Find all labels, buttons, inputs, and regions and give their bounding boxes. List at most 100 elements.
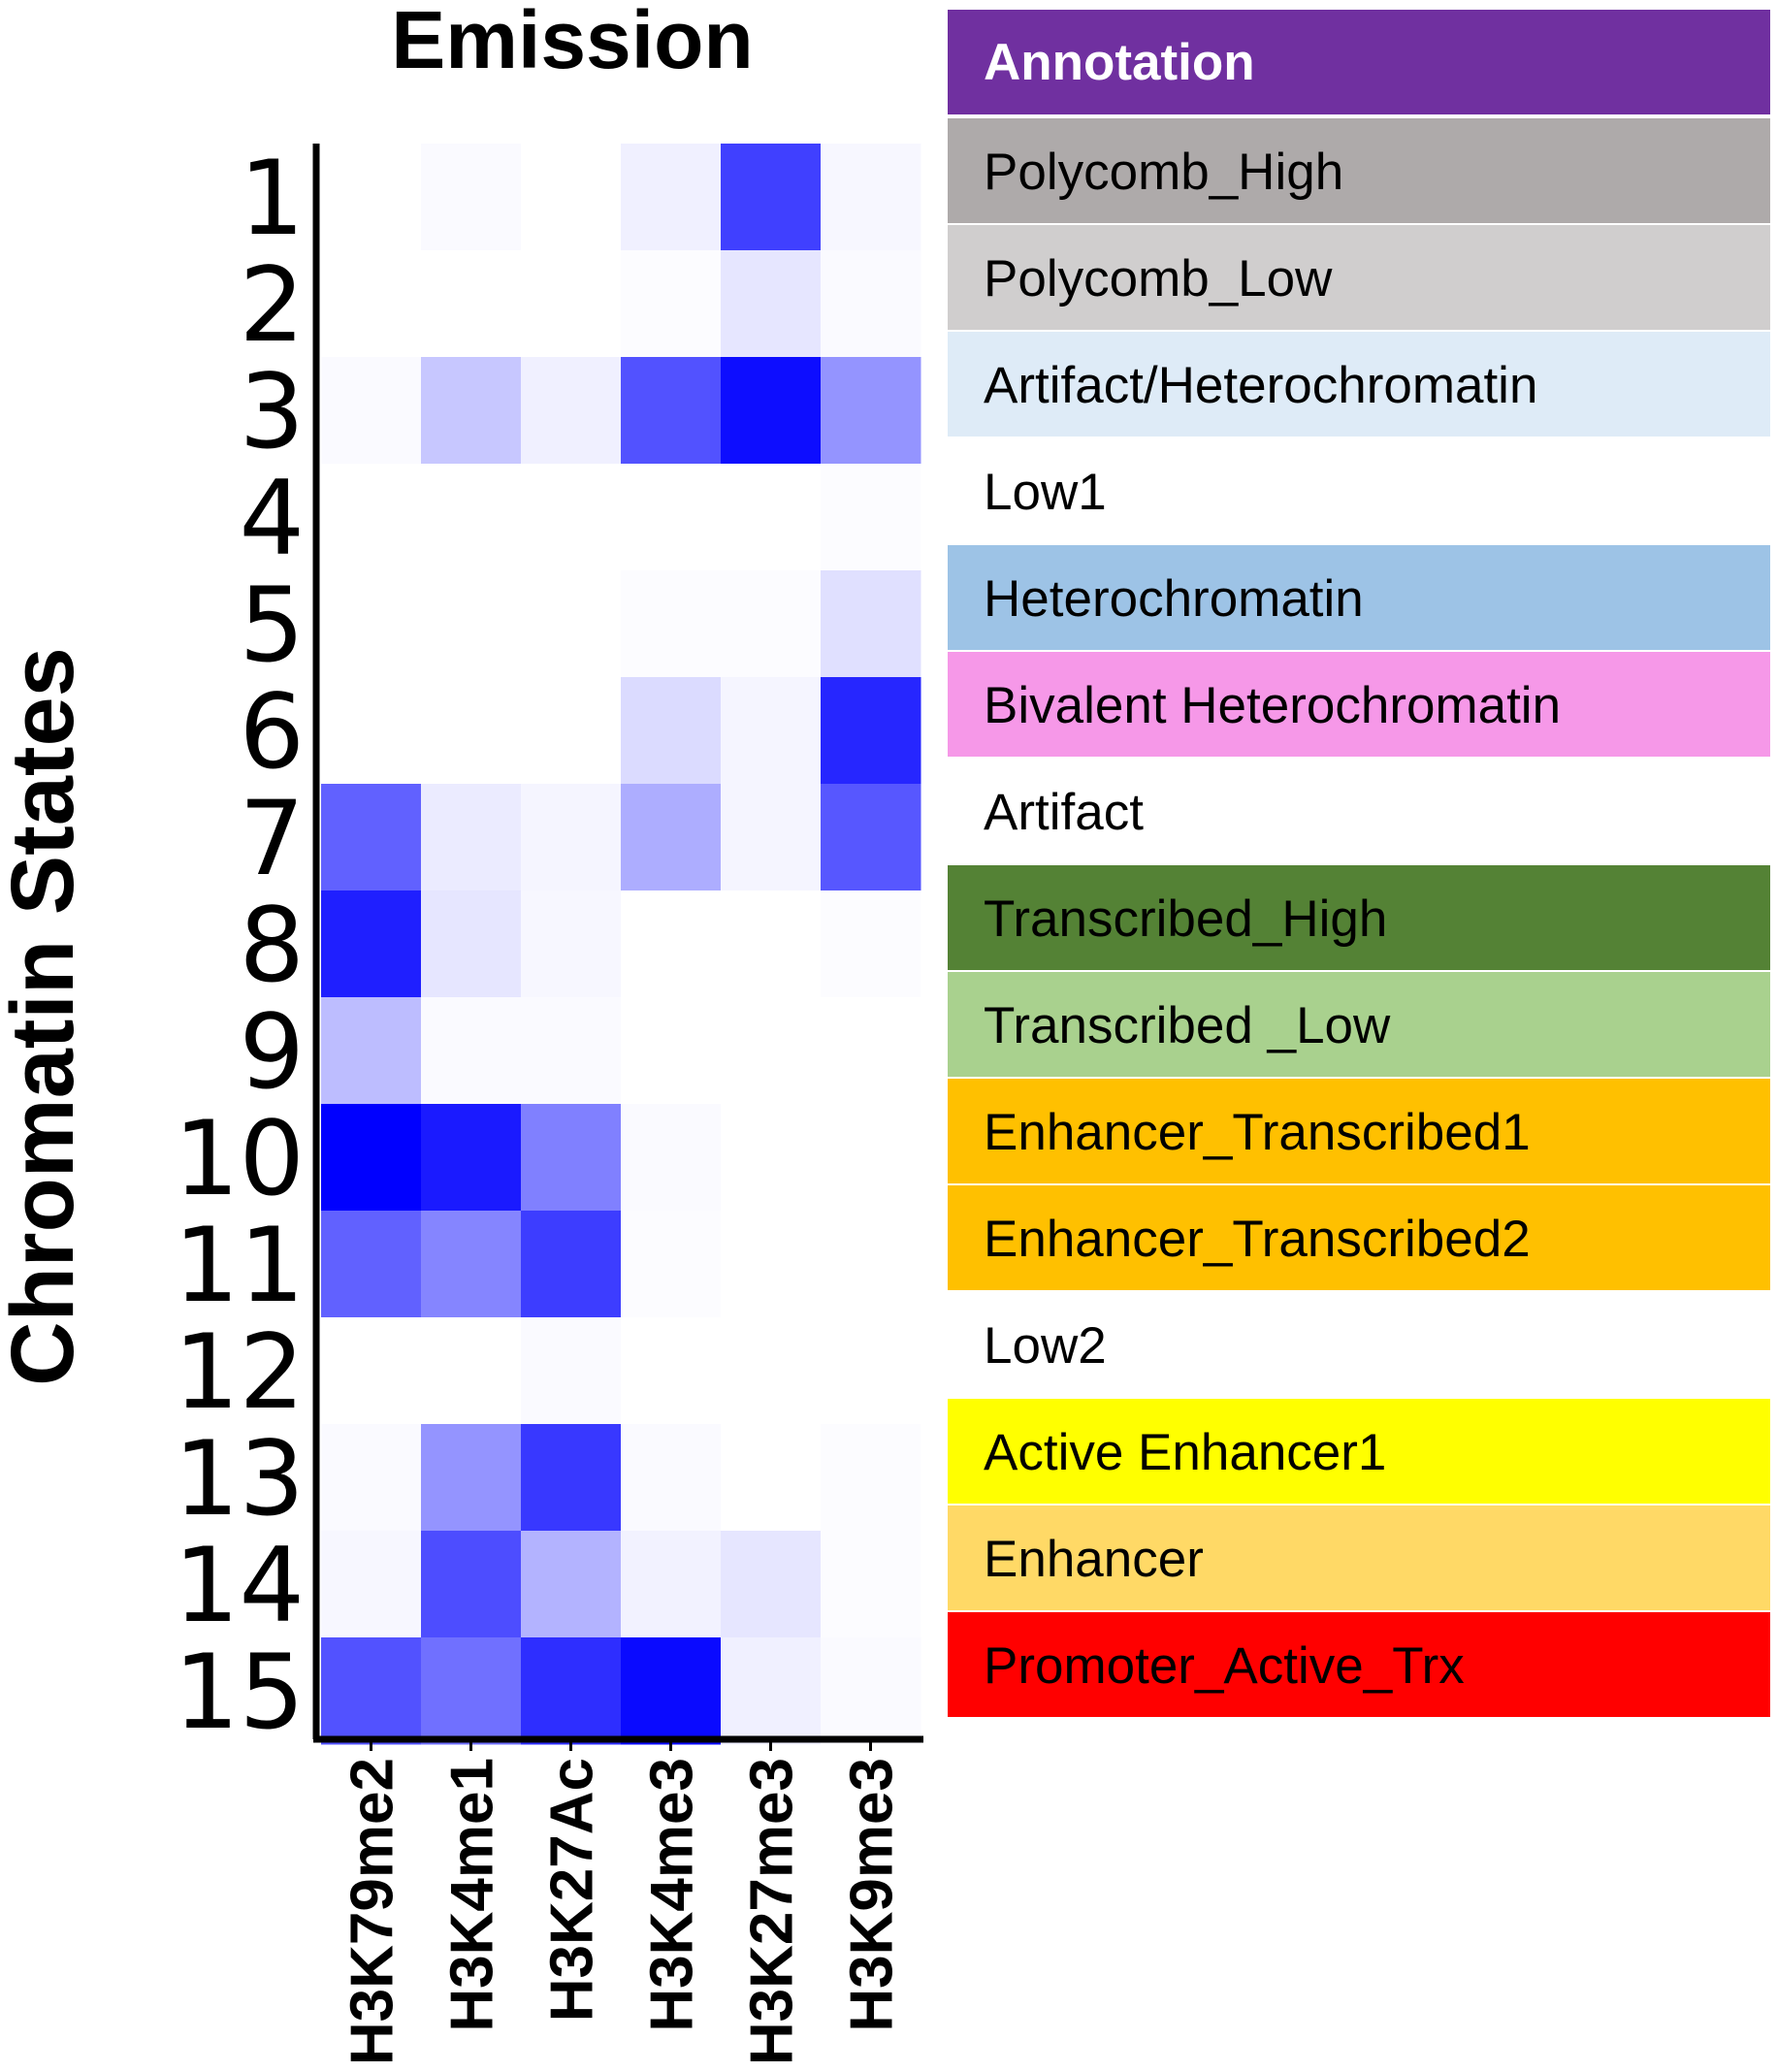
x-tick-label-H3K27Ac: H3K27Ac — [539, 1758, 606, 2022]
y-tick-label-6: 6 — [240, 672, 305, 792]
heatmap-cell-7-H3K79me2 — [321, 784, 422, 891]
heatmap-cell-5-H3K79me2 — [321, 570, 422, 678]
heatmap-cell-15-H3K4me3 — [621, 1637, 722, 1745]
x-tick-label-H3K4me1: H3K4me1 — [439, 1758, 506, 2032]
y-tick-label-11: 11 — [174, 1206, 305, 1325]
heatmap-cell-15-H3K79me2 — [321, 1637, 422, 1745]
heatmap-cell-14-H3K4me1 — [421, 1531, 522, 1638]
heatmap-cell-6-H3K27Ac — [521, 677, 622, 785]
annotation-swatch-13 — [948, 1399, 1770, 1504]
y-tick-label-7: 7 — [240, 779, 305, 898]
heatmap-cell-12-H3K4me3 — [621, 1317, 722, 1425]
heatmap-cell-8-H3K27Ac — [521, 890, 622, 998]
annotation-header-box — [948, 10, 1770, 114]
heatmap-cell-5-H3K9me3 — [821, 570, 921, 678]
heatmap-cell-5-H3K27Ac — [521, 570, 622, 678]
annotation-rows: Polycomb_High Polycomb_Low Artifact/Hetero… — [948, 118, 1770, 1717]
heatmap-cell-1-H3K4me3 — [621, 144, 722, 251]
annotation-swatch-1 — [948, 118, 1770, 223]
heatmap-cell-13-H3K4me3 — [621, 1424, 722, 1532]
heatmap-cell-11-H3K79me2 — [321, 1211, 422, 1318]
annotation-label-7: Artifact — [984, 784, 1144, 841]
heatmap-cell-15-H3K4me1 — [421, 1637, 522, 1745]
annotation-swatch-15 — [948, 1612, 1770, 1717]
heatmap-cell-9-H3K79me2 — [321, 997, 422, 1105]
x-tick-labels: H3K79me2 H3K4me1 H3K27Ac H3K4me3 H3K27me3 H3K… — [339, 1739, 906, 2065]
y-tick-label-14: 14 — [174, 1526, 305, 1645]
axes — [312, 144, 923, 1743]
heatmap-cell-8-H3K4me3 — [621, 890, 722, 998]
heatmap-cell-12-H3K4me1 — [421, 1317, 522, 1425]
heatmap-cell-4-H3K27me3 — [721, 464, 822, 571]
heatmap-cell-4-H3K79me2 — [321, 464, 422, 571]
annotation-header: Annotation — [984, 34, 1255, 91]
heatmap-cell-2-H3K4me3 — [621, 250, 722, 358]
y-tick-label-4: 4 — [240, 459, 305, 578]
heatmap-cell-15-H3K27Ac — [521, 1637, 622, 1745]
x-tick-label-H3K79me2: H3K79me2 — [339, 1758, 406, 2065]
annotation-label-6: Bivalent Heterochromatin — [984, 677, 1561, 734]
heatmap-cell-11-H3K4me3 — [621, 1211, 722, 1318]
x-tick-label-H3K9me3: H3K9me3 — [839, 1758, 906, 2032]
heatmap-cell-3-H3K9me3 — [821, 357, 921, 465]
heatmap-cell-10-H3K4me3 — [621, 1104, 722, 1212]
heatmap-cell-5-H3K27me3 — [721, 570, 822, 678]
heatmap-cell-2-H3K27Ac — [521, 250, 622, 358]
heatmap-cell-13-H3K4me1 — [421, 1424, 522, 1532]
annotation-label-11: Enhancer_Transcribed2 — [984, 1211, 1531, 1268]
heatmap-cell-4-H3K27Ac — [521, 464, 622, 571]
heatmap-cell-11-H3K27me3 — [721, 1211, 822, 1318]
heatmap-cell-9-H3K27Ac — [521, 997, 622, 1105]
heatmap-cell-2-H3K27me3 — [721, 250, 822, 358]
heatmap-cell-6-H3K4me1 — [421, 677, 522, 785]
annotation-label-2: Polycomb_Low — [984, 250, 1333, 308]
heatmap-cell-13-H3K79me2 — [321, 1424, 422, 1532]
heatmap-cell-11-H3K4me1 — [421, 1211, 522, 1318]
heatmap-cell-2-H3K79me2 — [321, 250, 422, 358]
heatmap-cell-14-H3K9me3 — [821, 1531, 921, 1638]
heatmap-cell-1-H3K4me1 — [421, 144, 522, 251]
annotation-label-13: Active Enhancer1 — [984, 1424, 1386, 1481]
y-tick-label-8: 8 — [240, 886, 305, 1005]
heatmap-cell-6-H3K4me3 — [621, 677, 722, 785]
x-tick-label-H3K4me3: H3K4me3 — [639, 1758, 706, 2032]
heatmap-cell-6-H3K27me3 — [721, 677, 822, 785]
annotation-swatch-3 — [948, 332, 1770, 437]
heatmap-cell-8-H3K9me3 — [821, 890, 921, 998]
heatmap-cell-15-H3K9me3 — [821, 1637, 921, 1745]
x-tick-label-H3K27me3: H3K27me3 — [739, 1758, 806, 2065]
heatmap-cell-4-H3K4me1 — [421, 464, 522, 571]
heatmap-cell-10-H3K27Ac — [521, 1104, 622, 1212]
annotation-swatch-7 — [948, 759, 1770, 863]
y-tick-label-10: 10 — [174, 1099, 305, 1218]
heatmap-cell-6-H3K9me3 — [821, 677, 921, 785]
heatmap-cell-6-H3K79me2 — [321, 677, 422, 785]
heatmap-cell-14-H3K4me3 — [621, 1531, 722, 1638]
heatmap-cell-1-H3K79me2 — [321, 144, 422, 251]
annotation-label-10: Enhancer_Transcribed1 — [984, 1104, 1531, 1161]
y-tick-label-2: 2 — [240, 245, 305, 365]
annotation-label-14: Enhancer — [984, 1531, 1204, 1588]
y-tick-label-13: 13 — [174, 1419, 305, 1538]
annotation-swatch-12 — [948, 1292, 1770, 1397]
heatmap-cell-14-H3K79me2 — [321, 1531, 422, 1638]
heatmap-cell-1-H3K27me3 — [721, 144, 822, 251]
heatmap-cell-3-H3K4me3 — [621, 357, 722, 465]
annotation-swatch-5 — [948, 545, 1770, 650]
annotation-label-15: Promoter_Active_Trx — [984, 1637, 1465, 1695]
annotation-swatch-10 — [948, 1079, 1770, 1183]
heatmap-cell-7-H3K27me3 — [721, 784, 822, 891]
heatmap-cell-1-H3K27Ac — [521, 144, 622, 251]
heatmap-cell-9-H3K4me1 — [421, 997, 522, 1105]
annotation-label-12: Low2 — [984, 1317, 1107, 1375]
heatmap-cell-3-H3K27me3 — [721, 357, 822, 465]
heatmap-cell-3-H3K79me2 — [321, 357, 422, 465]
y-tick-label-15: 15 — [174, 1633, 305, 1752]
y-tick-label-5: 5 — [240, 566, 305, 685]
heatmap-cell-4-H3K9me3 — [821, 464, 921, 571]
heatmap-cell-12-H3K9me3 — [821, 1317, 921, 1425]
heatmap-cell-13-H3K27me3 — [721, 1424, 822, 1532]
heatmap-cell-12-H3K27me3 — [721, 1317, 822, 1425]
heatmap-cell-7-H3K27Ac — [521, 784, 622, 891]
